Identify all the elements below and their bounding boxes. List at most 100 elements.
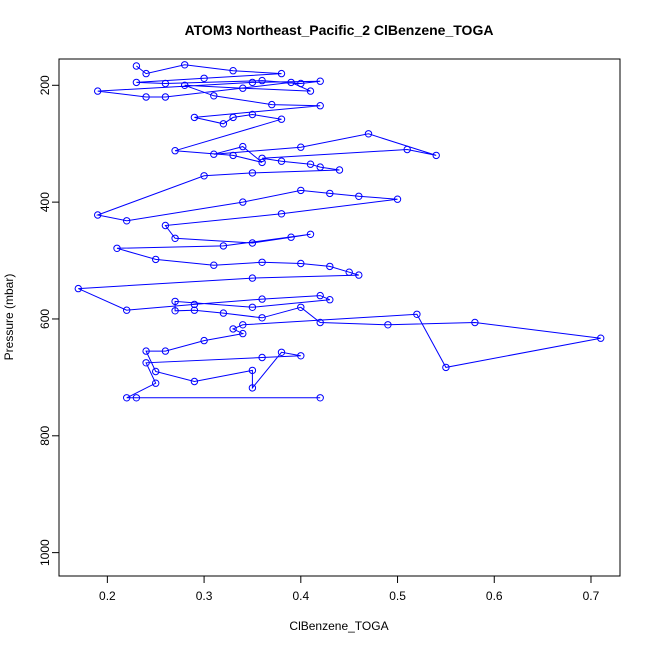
data-point	[113, 244, 121, 253]
data-point	[248, 303, 257, 311]
y-tick-label: 1000	[38, 539, 52, 566]
data-point	[306, 160, 315, 168]
series-group	[74, 61, 605, 402]
data-point	[297, 143, 305, 151]
data-point	[432, 151, 440, 160]
data-point	[326, 262, 334, 271]
data-point	[287, 233, 295, 241]
data-point	[326, 189, 334, 198]
data-point	[355, 192, 363, 201]
data-point	[277, 115, 286, 123]
data-point	[132, 394, 141, 402]
y-tick-label: 800	[38, 425, 52, 445]
data-point	[142, 347, 150, 355]
data-point	[94, 87, 102, 95]
data-point	[248, 239, 257, 247]
data-point	[297, 79, 305, 88]
data-point	[171, 147, 179, 155]
data-point	[123, 217, 131, 225]
data-point	[316, 291, 324, 300]
data-point	[219, 120, 228, 128]
data-point	[248, 110, 257, 119]
data-point	[306, 87, 315, 95]
data-point	[229, 151, 237, 160]
data-point	[210, 150, 218, 158]
data-point	[413, 310, 421, 318]
y-tick-label: 200	[38, 75, 52, 95]
data-point	[142, 359, 150, 367]
data-point	[316, 318, 324, 327]
x-tick-label: 0.6	[486, 589, 503, 603]
data-point	[268, 100, 276, 109]
data-point	[142, 69, 150, 78]
data-point	[239, 198, 247, 206]
data-point	[229, 113, 237, 122]
y-axis-label: Pressure (mbar)	[2, 274, 16, 361]
data-point	[210, 261, 218, 269]
data-point	[239, 329, 247, 338]
x-tick-label: 0.2	[99, 589, 116, 603]
data-point	[277, 69, 286, 78]
data-point	[393, 195, 402, 203]
data-point	[248, 78, 257, 87]
x-tick-label: 0.5	[389, 589, 406, 603]
y-tick-label: 600	[38, 309, 52, 329]
x-axis: 0.2 0.3 0.4 0.5 0.6 0.7	[99, 576, 600, 603]
x-tick-label: 0.3	[196, 589, 213, 603]
data-point	[229, 67, 237, 75]
data-point	[287, 78, 295, 87]
data-point	[277, 157, 286, 165]
data-point	[152, 367, 160, 376]
data-point	[258, 258, 266, 266]
data-point	[277, 348, 286, 356]
data-point	[277, 210, 286, 218]
data-point	[597, 334, 605, 342]
data-point	[403, 145, 411, 154]
data-point	[210, 92, 218, 100]
data-point	[239, 321, 247, 329]
data-point	[316, 163, 324, 171]
data-point	[364, 130, 373, 138]
data-point	[161, 347, 170, 355]
data-point	[94, 211, 102, 219]
data-point	[258, 158, 266, 167]
data-point	[297, 186, 305, 195]
data-point	[200, 336, 208, 345]
data-point	[161, 93, 170, 101]
data-point	[123, 394, 131, 402]
data-point	[200, 172, 208, 180]
data-point	[181, 81, 189, 90]
data-point	[152, 379, 160, 387]
x-tick-label: 0.4	[292, 589, 309, 603]
data-point	[248, 274, 257, 282]
x-axis-label: ClBenzene_TOGA	[289, 619, 388, 633]
data-point	[306, 230, 315, 239]
data-point	[258, 154, 266, 163]
data-point	[316, 102, 324, 110]
data-point	[200, 74, 208, 83]
data-point	[132, 62, 141, 70]
data-point	[258, 76, 266, 85]
data-point	[74, 284, 83, 293]
data-point	[297, 303, 305, 311]
data-point	[326, 296, 334, 304]
x-tick-label: 0.7	[583, 589, 600, 603]
data-point	[181, 61, 189, 69]
data-point	[248, 384, 257, 392]
y-tick-label: 400	[38, 192, 52, 212]
data-point	[316, 394, 324, 402]
data-point	[123, 306, 131, 314]
data-point	[152, 255, 160, 264]
data-point	[161, 221, 170, 230]
data-point	[297, 259, 305, 268]
series-line	[78, 64, 601, 399]
data-point	[171, 297, 179, 306]
chart-title: ATOM3 Northeast_Pacific_2 ClBenzene_TOGA	[185, 22, 494, 38]
data-point	[171, 234, 179, 243]
data-point	[190, 306, 199, 314]
data-point	[384, 321, 392, 329]
data-point	[142, 93, 150, 101]
data-point	[345, 268, 353, 276]
data-point	[190, 113, 199, 122]
